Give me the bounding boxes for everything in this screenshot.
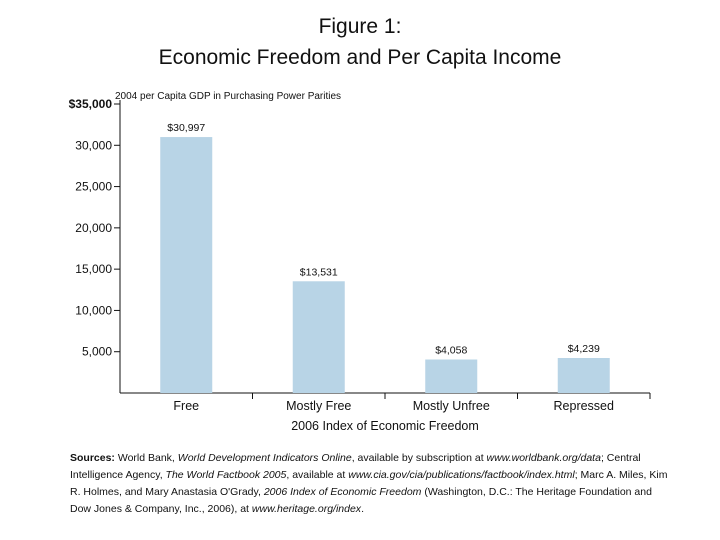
y-tick-label: 10,000 [75,303,112,317]
bar [557,357,610,393]
sources-text-3: ; Central Intelligence Agency, [70,452,641,481]
y-axis-label: 2004 per Capita GDP in Purchasing Power … [115,91,341,102]
sources-text-1: World Bank, [114,452,178,464]
sources-text-4: , available at [286,469,349,481]
bar-chart: 5,000 10,000 15,000 20,000 25,000 30,000 $35,0… [69,91,651,433]
bar-value-label: $4,058 [435,344,467,356]
bar [292,281,345,393]
y-tick-label: 5,000 [82,345,112,359]
y-tick-label: $35,000 [69,97,113,111]
sources-index: 2006 Index of Economic Freedom [263,486,422,498]
sources-text-6: (Washington, D.C.: The Heritage Foundati… [70,486,652,515]
x-tick-label: Mostly Unfree [413,399,490,413]
figure-number: Figure 1: [318,15,402,38]
y-tick-label: 30,000 [75,138,112,152]
chart-title: Economic Freedom and Per Capita Income [158,46,562,69]
sources-text-7: . [361,503,364,515]
x-axis-label: 2006 Index of Economic Freedom [291,419,479,433]
sources-label: Sources: [70,452,115,464]
sources-note: Sources: World Bank, World Development I… [70,450,670,518]
x-tick-label: Repressed [554,399,614,413]
sources-cia-url: www.cia.gov/cia/publications/factbook/in… [348,469,575,481]
y-tick-label: 20,000 [75,221,112,235]
bar-value-label: $30,997 [167,122,205,134]
y-tick-label: 15,000 [75,262,112,276]
sources-worldbank-url: www.worldbank.org/data [486,452,601,464]
bar [425,359,478,393]
sources-heritage-url: www.heritage.org/index [251,503,362,515]
sources-text-5: ; Marc A. Miles, Kim R. Holmes, and Mary… [70,469,668,498]
y-tick-label: 25,000 [75,180,112,194]
x-tick-label: Mostly Free [286,399,351,413]
bar [160,137,213,393]
sources-text-2: , available by subscription at [351,452,487,464]
bar-value-label: $13,531 [300,266,338,278]
sources-factbook: The World Factbook 2005 [165,469,287,481]
bar-value-label: $4,239 [568,343,600,355]
x-tick-label: Free [173,399,199,413]
sources-wdi: World Development Indicators Online [177,452,352,464]
